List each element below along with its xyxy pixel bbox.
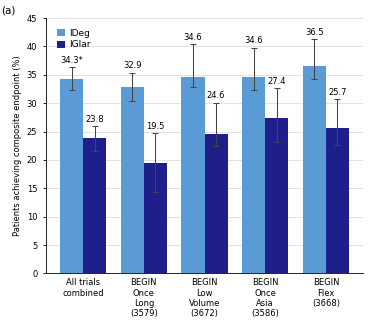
Text: 19.5: 19.5 [146,122,165,131]
Text: 24.6: 24.6 [207,91,225,100]
Bar [182,77,204,273]
Bar [144,163,167,273]
Bar [303,66,326,273]
Bar [83,138,106,273]
Bar [326,128,349,273]
Text: (a): (a) [1,5,15,15]
Text: 27.4: 27.4 [268,77,286,86]
Text: 32.9: 32.9 [123,61,142,70]
Text: 34.3*: 34.3* [60,56,83,65]
Text: 34.6: 34.6 [244,36,263,45]
Text: 34.6: 34.6 [184,33,202,42]
Bar [242,77,265,273]
Legend: IDeg, IGlar: IDeg, IGlar [53,25,94,53]
Text: 25.7: 25.7 [328,88,347,97]
Bar [265,118,288,273]
Text: 36.5: 36.5 [305,28,324,37]
Y-axis label: Patients achieving composite endpoint (%): Patients achieving composite endpoint (%… [13,55,23,236]
Bar [60,79,83,273]
Text: 23.8: 23.8 [85,115,104,123]
Bar [121,87,144,273]
Bar [204,134,228,273]
